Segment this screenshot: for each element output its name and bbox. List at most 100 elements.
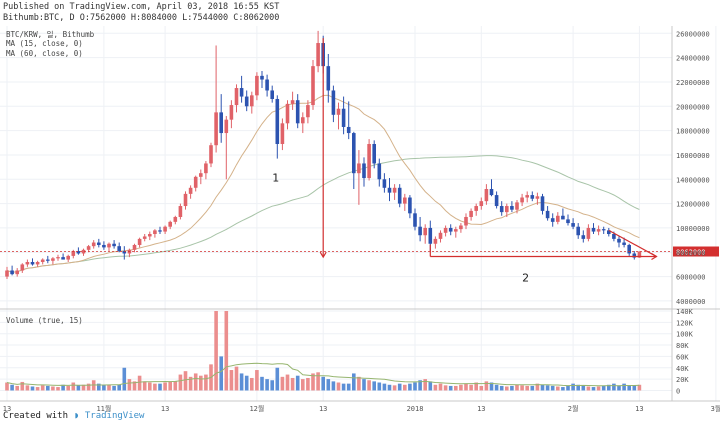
- candle-body: [510, 206, 514, 210]
- volume-bar: [20, 381, 25, 391]
- volume-bar: [86, 383, 91, 391]
- tradingview-logo[interactable]: ◗ TradingView: [74, 411, 144, 421]
- volume-bar: [127, 379, 132, 391]
- candle-body: [229, 105, 234, 120]
- volume-bar: [515, 384, 519, 391]
- volume-bar: [632, 385, 637, 391]
- candle-body: [97, 242, 101, 245]
- candle-body: [418, 226, 422, 236]
- candle-body: [301, 117, 305, 124]
- candle-body: [571, 223, 575, 227]
- volume-bar: [576, 384, 580, 391]
- volume-bar: [260, 376, 264, 391]
- volume-bar: [40, 385, 45, 391]
- volume-bar: [367, 380, 371, 391]
- last-price-tag: [673, 246, 719, 257]
- volume-bar: [301, 379, 305, 391]
- volume-bar: [280, 376, 285, 391]
- candle-body: [413, 213, 417, 227]
- candle-body: [494, 195, 499, 207]
- price-tick-label: 4000000: [676, 298, 706, 306]
- candle-body: [479, 201, 484, 207]
- volume-bar: [607, 384, 611, 391]
- candle-body: [438, 232, 443, 239]
- candle-body: [81, 249, 86, 254]
- volume-bar: [321, 376, 325, 391]
- candle-body: [137, 238, 142, 245]
- candle-body: [142, 236, 147, 239]
- trend-arrow-line: [608, 229, 657, 258]
- candle-body: [607, 230, 611, 235]
- volume-bar: [499, 385, 504, 391]
- volume-bar: [469, 384, 473, 391]
- volume-tick-label: 140K: [676, 308, 694, 316]
- volume-bar: [81, 384, 86, 391]
- volume-bar: [214, 311, 218, 391]
- candle-body: [71, 251, 76, 256]
- candle-body: [275, 98, 280, 144]
- candle-body: [265, 79, 269, 91]
- volume-bar: [372, 381, 376, 391]
- candle-body: [448, 227, 453, 232]
- volume-bar: [617, 385, 621, 391]
- candle-body: [392, 187, 397, 193]
- candle-body: [622, 242, 626, 245]
- volume-bar: [352, 373, 356, 391]
- price-tick-label: 20000000: [676, 103, 710, 111]
- volume-bar: [219, 356, 223, 391]
- time-tick-label: 13: [635, 405, 643, 413]
- volume-bar: [56, 387, 60, 391]
- volume-bar: [188, 376, 193, 391]
- arrow-down-head: [319, 251, 327, 259]
- candle-body: [596, 229, 601, 232]
- candle-body: [66, 255, 70, 260]
- candle-body: [234, 88, 239, 106]
- candle-body: [173, 216, 178, 222]
- volume-bar: [112, 385, 116, 391]
- candle-body: [163, 226, 167, 232]
- volume-bar: [464, 383, 468, 391]
- candle-body: [193, 176, 198, 188]
- candle-body: [433, 238, 438, 244]
- candle-body: [550, 218, 555, 222]
- candle-body: [107, 243, 111, 248]
- created-with-label: Created with: [3, 411, 69, 421]
- volume-bar: [489, 382, 494, 391]
- volume-legend: Volume (true, 15): [6, 316, 83, 325]
- candle-body: [51, 258, 55, 261]
- time-tick-label: 13: [319, 405, 327, 413]
- footer: Created with ◗ TradingView: [3, 411, 144, 421]
- candle-body: [46, 259, 50, 261]
- volume-bar: [581, 385, 586, 391]
- candle-body: [76, 251, 81, 254]
- volume-bar: [97, 383, 101, 391]
- volume-bar: [382, 383, 387, 391]
- candle-body: [25, 261, 30, 265]
- volume-bar: [601, 385, 606, 391]
- volume-bar: [413, 382, 417, 391]
- volume-bar: [535, 383, 540, 391]
- candle-body: [311, 66, 315, 106]
- price-tick-label: 18000000: [676, 128, 710, 136]
- time-tick-label: 2018: [407, 405, 424, 413]
- volume-bar: [586, 386, 591, 391]
- candle-body: [372, 143, 376, 164]
- candle-body: [244, 96, 249, 107]
- candle-body: [367, 143, 371, 179]
- volume-bar: [168, 381, 172, 391]
- volume-bar: [336, 382, 341, 391]
- volume-bar: [428, 381, 433, 391]
- candle-body: [535, 196, 540, 199]
- candle-body: [188, 187, 193, 194]
- candle-body: [153, 230, 157, 235]
- volume-bar: [295, 375, 300, 391]
- volume-tick-label: 40K: [676, 365, 689, 373]
- ohlc-line: Bithumb:BTC, D O:7562000 H:8084000 L:754…: [3, 13, 280, 23]
- candle-body: [331, 90, 336, 115]
- candle-body: [387, 187, 392, 193]
- price-tick-label: 8000000: [676, 249, 706, 257]
- time-tick-label: 3월: [711, 404, 720, 413]
- volume-bar: [148, 382, 152, 391]
- volume-bar: [46, 385, 50, 391]
